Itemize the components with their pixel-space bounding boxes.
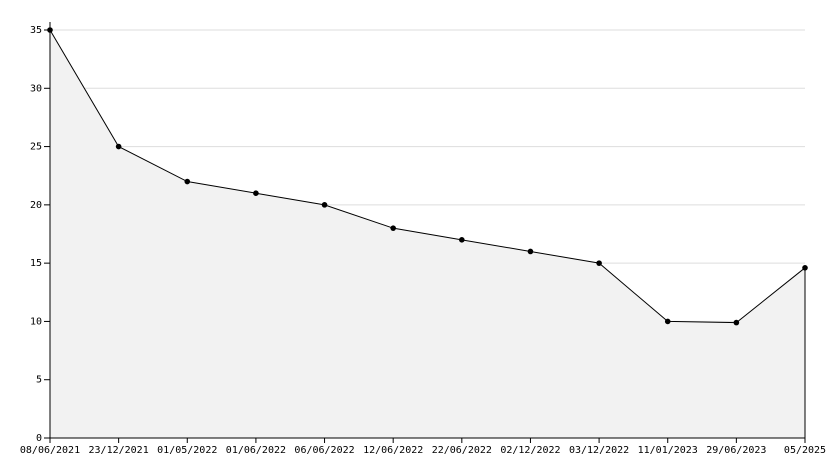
marker (596, 260, 602, 266)
marker (115, 143, 122, 150)
marker (253, 190, 259, 196)
marker (664, 318, 671, 325)
marker (459, 237, 465, 243)
x-tick-label: 03/12/2022 (569, 445, 629, 456)
marker (321, 202, 328, 208)
x-tick-label: 01/06/2022 (226, 445, 286, 456)
marker (390, 225, 396, 231)
y-tick-label: 35 (30, 25, 42, 36)
x-tick-label: 22/06/2022 (432, 445, 492, 456)
marker (733, 319, 740, 326)
x-tick-label: 06/06/2022 (294, 445, 354, 456)
y-tick-label: 0 (36, 433, 42, 444)
x-tick-label: 08/06/2021 (20, 445, 80, 456)
x-tick-label: 02/12/2022 (500, 445, 560, 456)
y-tick-label: 20 (30, 200, 42, 211)
x-tick-label: 23/12/2021 (89, 445, 149, 456)
y-tick-label: 30 (30, 83, 42, 94)
line (49, 29, 806, 324)
x-tick-label: 29/06/2023 (706, 445, 766, 456)
x-tick-label: 01/05/2022 (157, 445, 217, 456)
x-tick-label: 05/2025 (784, 445, 826, 456)
x-tick-label: 12/06/2022 (363, 445, 423, 456)
marker (802, 265, 808, 271)
y-tick-label: 10 (30, 316, 42, 327)
y-tick-label: 5 (36, 375, 42, 386)
marker (184, 178, 191, 185)
y-tick-label: 15 (30, 258, 42, 269)
x-tick-label: 11/01/2023 (638, 445, 698, 456)
y-tick-label: 25 (30, 142, 42, 153)
marker (527, 248, 534, 255)
